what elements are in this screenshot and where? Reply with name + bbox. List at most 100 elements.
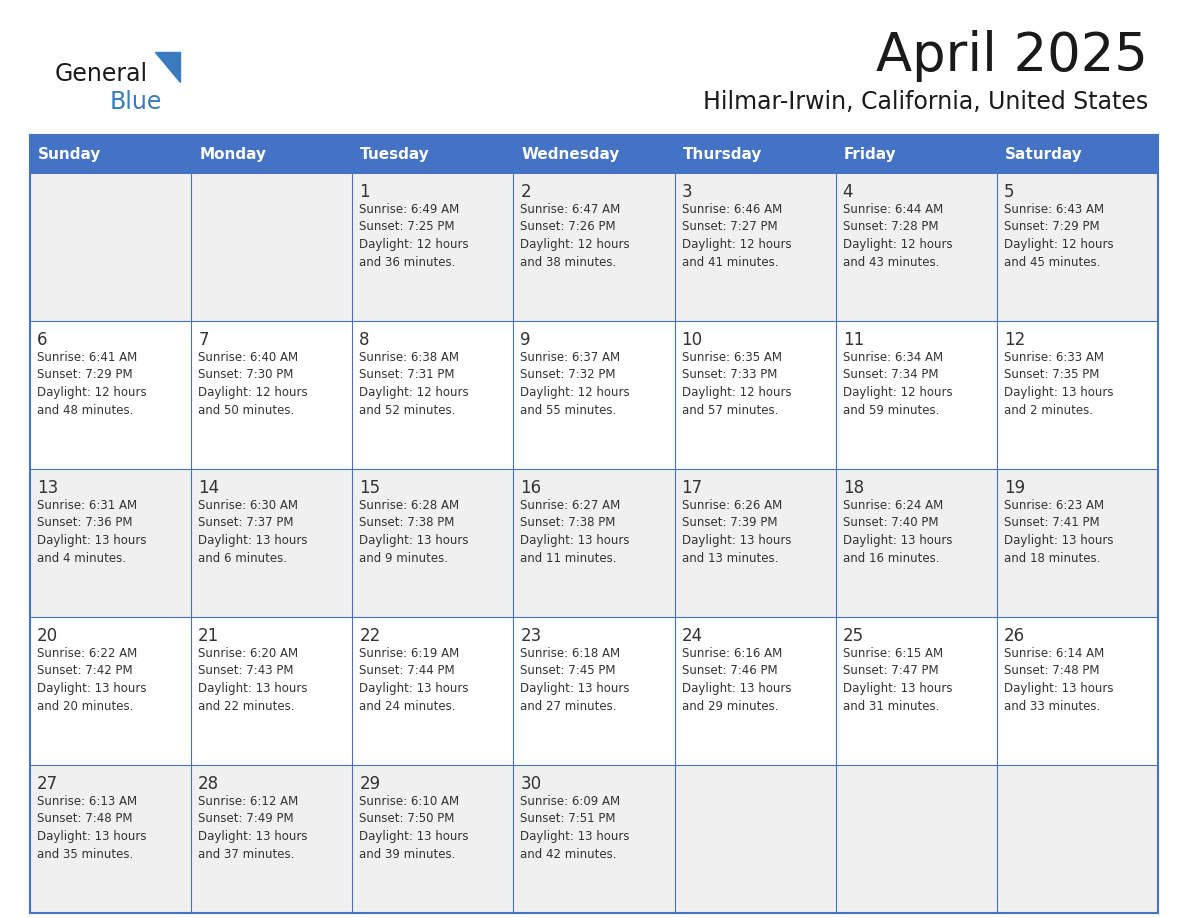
- Bar: [835, 617, 997, 765]
- Text: 5: 5: [1004, 183, 1015, 201]
- Text: Sunrise: 6:10 AM
Sunset: 7:50 PM
Daylight: 13 hours
and 39 minutes.: Sunrise: 6:10 AM Sunset: 7:50 PM Dayligh…: [359, 795, 469, 860]
- Text: 29: 29: [359, 775, 380, 793]
- Bar: [675, 617, 835, 765]
- Bar: [513, 765, 675, 913]
- Bar: [997, 173, 1158, 321]
- Text: Sunday: Sunday: [38, 148, 101, 162]
- Text: Sunrise: 6:18 AM
Sunset: 7:45 PM
Daylight: 13 hours
and 27 minutes.: Sunrise: 6:18 AM Sunset: 7:45 PM Dayligh…: [520, 647, 630, 712]
- Polygon shape: [154, 52, 181, 82]
- Text: Friday: Friday: [843, 148, 896, 162]
- Bar: [30, 173, 191, 321]
- Text: Sunrise: 6:38 AM
Sunset: 7:31 PM
Daylight: 12 hours
and 52 minutes.: Sunrise: 6:38 AM Sunset: 7:31 PM Dayligh…: [359, 351, 469, 417]
- Bar: [191, 135, 353, 173]
- Text: Sunrise: 6:14 AM
Sunset: 7:48 PM
Daylight: 13 hours
and 33 minutes.: Sunrise: 6:14 AM Sunset: 7:48 PM Dayligh…: [1004, 647, 1113, 712]
- Bar: [835, 469, 997, 617]
- Text: Sunrise: 6:47 AM
Sunset: 7:26 PM
Daylight: 12 hours
and 38 minutes.: Sunrise: 6:47 AM Sunset: 7:26 PM Dayligh…: [520, 203, 630, 268]
- Bar: [997, 321, 1158, 469]
- Text: 18: 18: [842, 479, 864, 497]
- Bar: [675, 765, 835, 913]
- Bar: [675, 321, 835, 469]
- Bar: [997, 765, 1158, 913]
- Bar: [353, 765, 513, 913]
- Bar: [513, 173, 675, 321]
- Bar: [835, 765, 997, 913]
- Text: 2: 2: [520, 183, 531, 201]
- Text: 21: 21: [198, 627, 220, 645]
- Text: 13: 13: [37, 479, 58, 497]
- Bar: [997, 469, 1158, 617]
- Text: 25: 25: [842, 627, 864, 645]
- Text: General: General: [55, 62, 148, 86]
- Bar: [353, 135, 513, 173]
- Bar: [353, 617, 513, 765]
- Text: 10: 10: [682, 331, 702, 349]
- Text: Sunrise: 6:43 AM
Sunset: 7:29 PM
Daylight: 12 hours
and 45 minutes.: Sunrise: 6:43 AM Sunset: 7:29 PM Dayligh…: [1004, 203, 1113, 268]
- Text: April 2025: April 2025: [876, 30, 1148, 82]
- Text: 11: 11: [842, 331, 864, 349]
- Text: 16: 16: [520, 479, 542, 497]
- Bar: [835, 135, 997, 173]
- Text: 1: 1: [359, 183, 369, 201]
- Bar: [675, 135, 835, 173]
- Text: Sunrise: 6:16 AM
Sunset: 7:46 PM
Daylight: 13 hours
and 29 minutes.: Sunrise: 6:16 AM Sunset: 7:46 PM Dayligh…: [682, 647, 791, 712]
- Text: Blue: Blue: [110, 90, 163, 114]
- Text: 9: 9: [520, 331, 531, 349]
- Text: Sunrise: 6:41 AM
Sunset: 7:29 PM
Daylight: 12 hours
and 48 minutes.: Sunrise: 6:41 AM Sunset: 7:29 PM Dayligh…: [37, 351, 146, 417]
- Text: Tuesday: Tuesday: [360, 148, 430, 162]
- Text: Sunrise: 6:31 AM
Sunset: 7:36 PM
Daylight: 13 hours
and 4 minutes.: Sunrise: 6:31 AM Sunset: 7:36 PM Dayligh…: [37, 499, 146, 565]
- Text: Sunrise: 6:27 AM
Sunset: 7:38 PM
Daylight: 13 hours
and 11 minutes.: Sunrise: 6:27 AM Sunset: 7:38 PM Dayligh…: [520, 499, 630, 565]
- Text: Hilmar-Irwin, California, United States: Hilmar-Irwin, California, United States: [703, 90, 1148, 114]
- Text: 22: 22: [359, 627, 380, 645]
- Text: Sunrise: 6:19 AM
Sunset: 7:44 PM
Daylight: 13 hours
and 24 minutes.: Sunrise: 6:19 AM Sunset: 7:44 PM Dayligh…: [359, 647, 469, 712]
- Text: 27: 27: [37, 775, 58, 793]
- Text: Sunrise: 6:44 AM
Sunset: 7:28 PM
Daylight: 12 hours
and 43 minutes.: Sunrise: 6:44 AM Sunset: 7:28 PM Dayligh…: [842, 203, 953, 268]
- Text: Sunrise: 6:26 AM
Sunset: 7:39 PM
Daylight: 13 hours
and 13 minutes.: Sunrise: 6:26 AM Sunset: 7:39 PM Dayligh…: [682, 499, 791, 565]
- Bar: [30, 321, 191, 469]
- Text: Sunrise: 6:37 AM
Sunset: 7:32 PM
Daylight: 12 hours
and 55 minutes.: Sunrise: 6:37 AM Sunset: 7:32 PM Dayligh…: [520, 351, 630, 417]
- Bar: [675, 469, 835, 617]
- Text: Sunrise: 6:40 AM
Sunset: 7:30 PM
Daylight: 12 hours
and 50 minutes.: Sunrise: 6:40 AM Sunset: 7:30 PM Dayligh…: [198, 351, 308, 417]
- Text: 19: 19: [1004, 479, 1025, 497]
- Text: Sunrise: 6:23 AM
Sunset: 7:41 PM
Daylight: 13 hours
and 18 minutes.: Sunrise: 6:23 AM Sunset: 7:41 PM Dayligh…: [1004, 499, 1113, 565]
- Bar: [835, 173, 997, 321]
- Text: Thursday: Thursday: [683, 148, 762, 162]
- Text: Wednesday: Wednesday: [522, 148, 620, 162]
- Text: Sunrise: 6:12 AM
Sunset: 7:49 PM
Daylight: 13 hours
and 37 minutes.: Sunrise: 6:12 AM Sunset: 7:49 PM Dayligh…: [198, 795, 308, 860]
- Bar: [191, 173, 353, 321]
- Text: 6: 6: [37, 331, 48, 349]
- Text: 26: 26: [1004, 627, 1025, 645]
- Text: Sunrise: 6:13 AM
Sunset: 7:48 PM
Daylight: 13 hours
and 35 minutes.: Sunrise: 6:13 AM Sunset: 7:48 PM Dayligh…: [37, 795, 146, 860]
- Bar: [353, 469, 513, 617]
- Bar: [30, 135, 191, 173]
- Text: Sunrise: 6:20 AM
Sunset: 7:43 PM
Daylight: 13 hours
and 22 minutes.: Sunrise: 6:20 AM Sunset: 7:43 PM Dayligh…: [198, 647, 308, 712]
- Bar: [191, 617, 353, 765]
- Bar: [513, 469, 675, 617]
- Bar: [513, 617, 675, 765]
- Text: 14: 14: [198, 479, 220, 497]
- Bar: [353, 321, 513, 469]
- Bar: [997, 135, 1158, 173]
- Text: 12: 12: [1004, 331, 1025, 349]
- Text: 8: 8: [359, 331, 369, 349]
- Bar: [513, 135, 675, 173]
- Text: Sunrise: 6:30 AM
Sunset: 7:37 PM
Daylight: 13 hours
and 6 minutes.: Sunrise: 6:30 AM Sunset: 7:37 PM Dayligh…: [198, 499, 308, 565]
- Text: 24: 24: [682, 627, 702, 645]
- Text: 17: 17: [682, 479, 702, 497]
- Text: 30: 30: [520, 775, 542, 793]
- Bar: [191, 321, 353, 469]
- Text: Sunrise: 6:22 AM
Sunset: 7:42 PM
Daylight: 13 hours
and 20 minutes.: Sunrise: 6:22 AM Sunset: 7:42 PM Dayligh…: [37, 647, 146, 712]
- Text: Sunrise: 6:33 AM
Sunset: 7:35 PM
Daylight: 13 hours
and 2 minutes.: Sunrise: 6:33 AM Sunset: 7:35 PM Dayligh…: [1004, 351, 1113, 417]
- Bar: [513, 321, 675, 469]
- Text: 20: 20: [37, 627, 58, 645]
- Bar: [675, 173, 835, 321]
- Text: 4: 4: [842, 183, 853, 201]
- Text: Sunrise: 6:49 AM
Sunset: 7:25 PM
Daylight: 12 hours
and 36 minutes.: Sunrise: 6:49 AM Sunset: 7:25 PM Dayligh…: [359, 203, 469, 268]
- Text: 23: 23: [520, 627, 542, 645]
- Bar: [835, 321, 997, 469]
- Text: Sunrise: 6:34 AM
Sunset: 7:34 PM
Daylight: 12 hours
and 59 minutes.: Sunrise: 6:34 AM Sunset: 7:34 PM Dayligh…: [842, 351, 953, 417]
- Text: Saturday: Saturday: [1005, 148, 1082, 162]
- Text: 28: 28: [198, 775, 220, 793]
- Text: Sunrise: 6:15 AM
Sunset: 7:47 PM
Daylight: 13 hours
and 31 minutes.: Sunrise: 6:15 AM Sunset: 7:47 PM Dayligh…: [842, 647, 953, 712]
- Text: 15: 15: [359, 479, 380, 497]
- Bar: [30, 765, 191, 913]
